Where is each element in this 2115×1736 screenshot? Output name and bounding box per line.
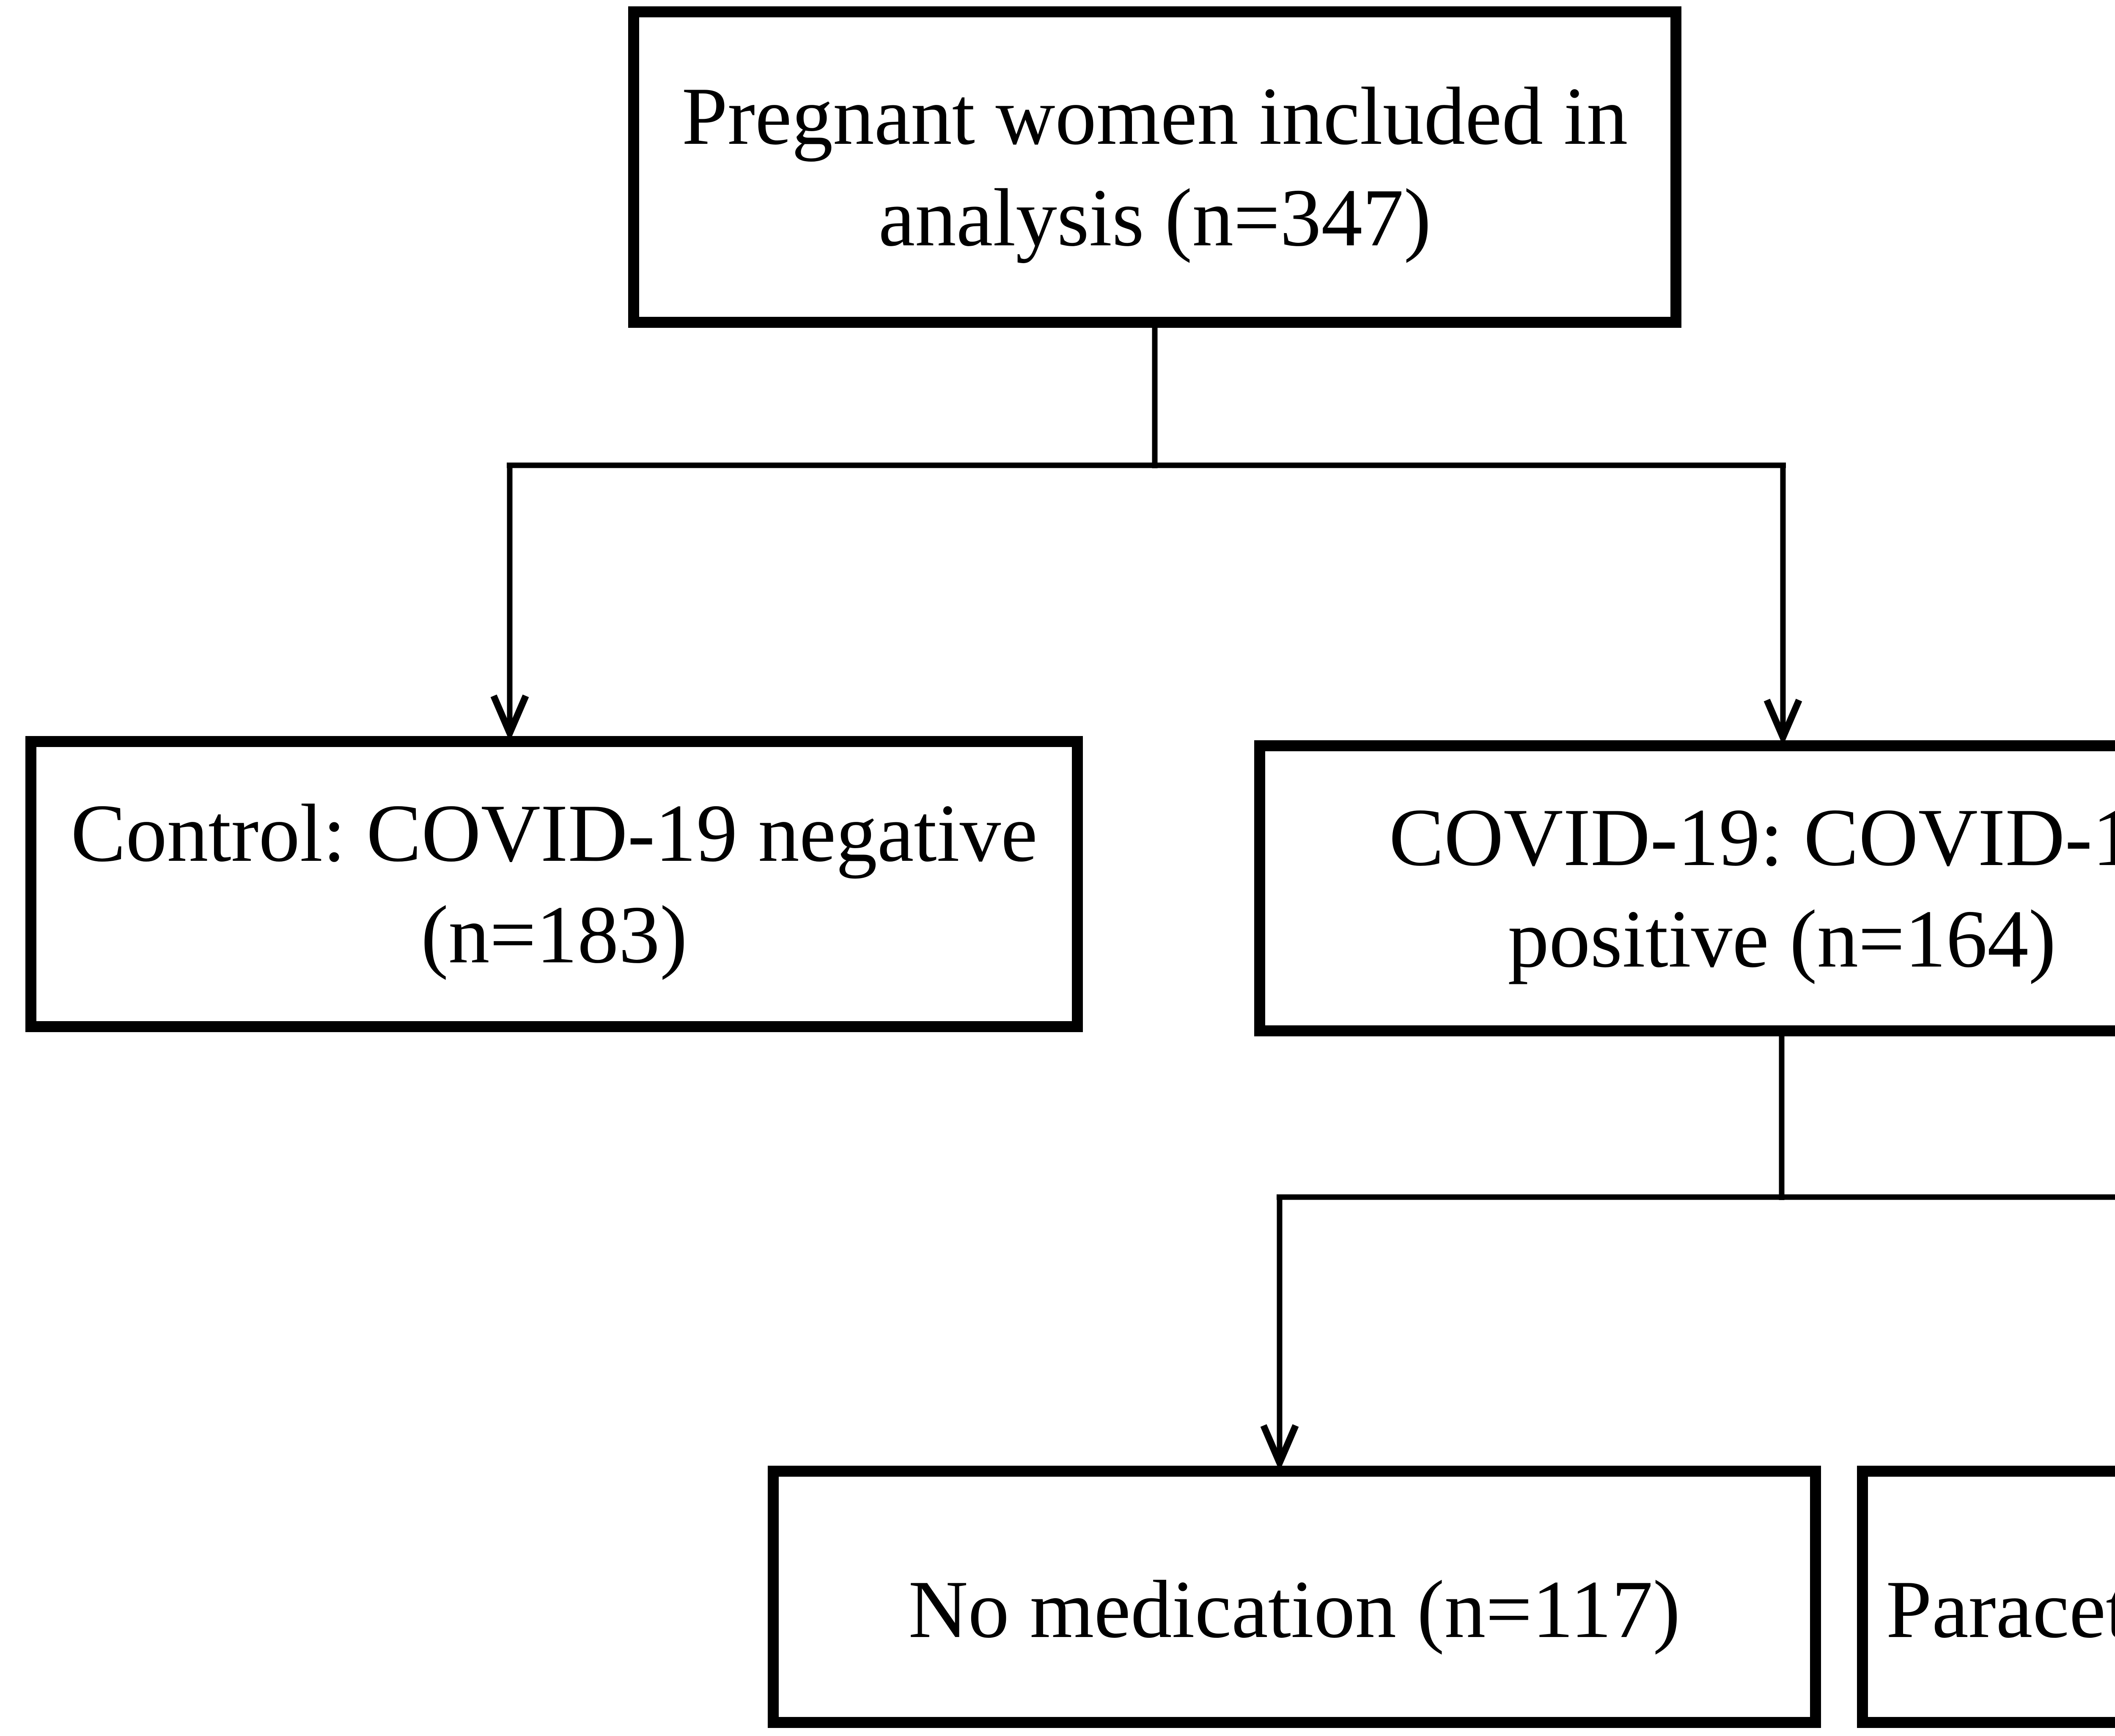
node-paracetamol-treatment: Paracetamol treatment (n=47) bbox=[1857, 1466, 2115, 1728]
arrow-down-icon bbox=[1763, 698, 1802, 746]
edges-from-covid bbox=[1260, 1036, 2115, 1472]
node-pregnant-women: Pregnant women included in analysis (n=3… bbox=[628, 6, 1681, 328]
node-label-line: (n=183) bbox=[421, 889, 687, 981]
node-label-line: No medication (n=117) bbox=[908, 1564, 1681, 1655]
node-control-negative: Control: COVID-19 negative (n=183) bbox=[25, 736, 1083, 1032]
node-label-line: analysis (n=347) bbox=[878, 172, 1431, 264]
arrow-down-icon bbox=[1260, 1424, 1299, 1472]
node-label-line: Pregnant women included in bbox=[681, 71, 1628, 162]
node-covid-positive: COVID-19: COVID-19 positive (n=164) bbox=[1254, 740, 2115, 1036]
node-no-medication: No medication (n=117) bbox=[768, 1466, 1821, 1728]
node-label-line: positive (n=164) bbox=[1508, 893, 2056, 985]
edges-from-root bbox=[490, 328, 1802, 746]
arrow-down-icon bbox=[490, 694, 529, 742]
node-label-line: Control: COVID-19 negative bbox=[71, 788, 1038, 879]
node-label-line: COVID-19: COVID-19 bbox=[1389, 792, 2115, 883]
node-label-line: Paracetamol treatment (n=47) bbox=[1886, 1564, 2115, 1655]
